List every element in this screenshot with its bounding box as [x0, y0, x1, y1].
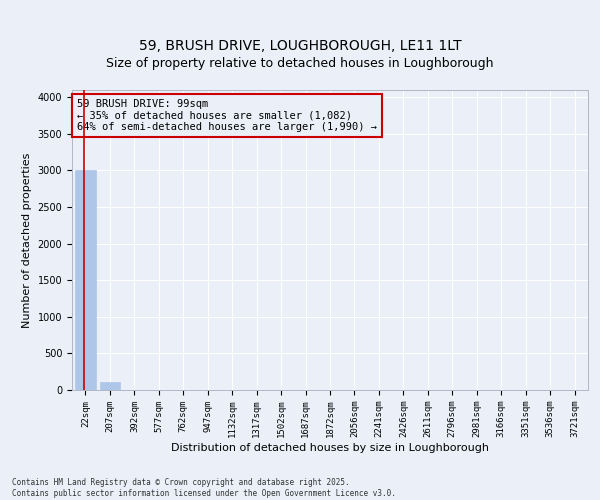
X-axis label: Distribution of detached houses by size in Loughborough: Distribution of detached houses by size …	[171, 443, 489, 453]
Text: Size of property relative to detached houses in Loughborough: Size of property relative to detached ho…	[106, 57, 494, 70]
Bar	[75, 170, 96, 390]
Bar	[100, 382, 120, 390]
Text: 59 BRUSH DRIVE: 99sqm
← 35% of detached houses are smaller (1,082)
64% of semi-d: 59 BRUSH DRIVE: 99sqm ← 35% of detached …	[77, 99, 377, 132]
Text: Contains HM Land Registry data © Crown copyright and database right 2025.
Contai: Contains HM Land Registry data © Crown c…	[12, 478, 396, 498]
Text: 59, BRUSH DRIVE, LOUGHBOROUGH, LE11 1LT: 59, BRUSH DRIVE, LOUGHBOROUGH, LE11 1LT	[139, 38, 461, 52]
Y-axis label: Number of detached properties: Number of detached properties	[22, 152, 32, 328]
